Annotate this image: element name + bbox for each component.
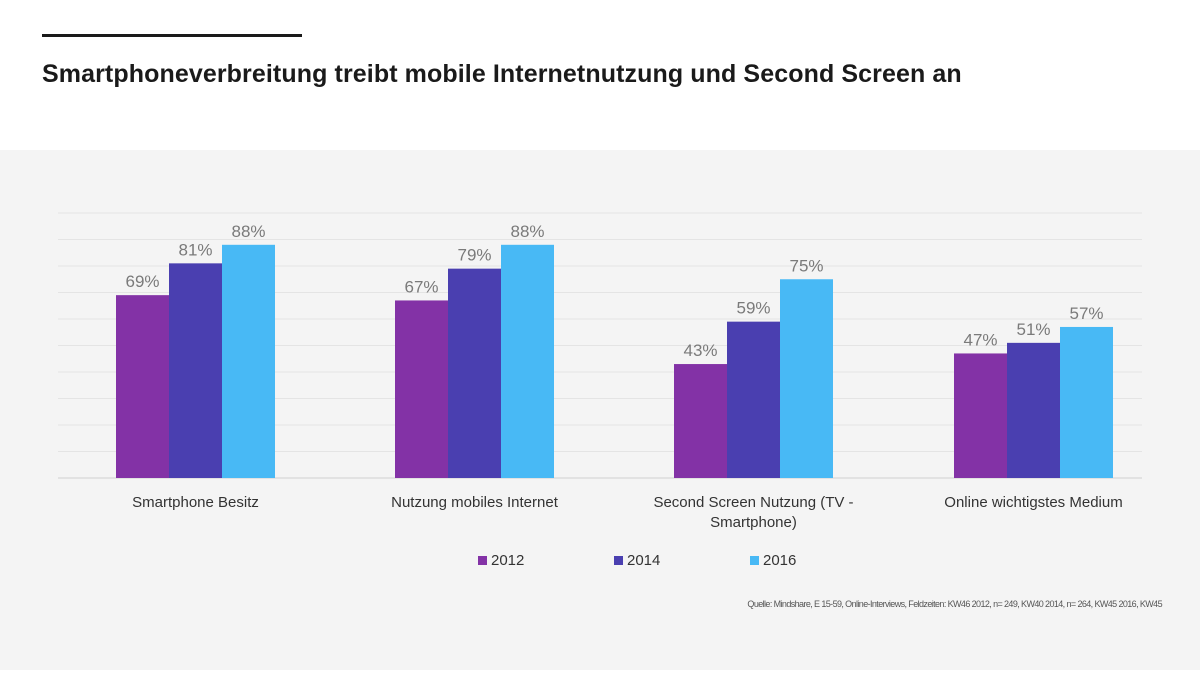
data-label-2016-1: 88% xyxy=(231,222,265,241)
data-label-2012-3: 43% xyxy=(683,341,717,360)
legend-swatch-2012 xyxy=(478,556,487,565)
bar-2014-2 xyxy=(448,268,501,478)
legend-swatch-2014 xyxy=(614,556,623,565)
source-note: Quelle: Mindshare, E 15-59, Online-Inter… xyxy=(747,599,1162,609)
data-label-2012-2: 67% xyxy=(404,277,438,296)
data-label-2014-1: 81% xyxy=(178,240,212,259)
bar-2012-1 xyxy=(116,295,169,478)
bar-chart: 69% 81% 88% Smartphone Besitz 67% 79% 88% Nutzu… xyxy=(58,212,1142,531)
legend-item-2016: 2016 xyxy=(750,552,796,569)
bar-2012-2 xyxy=(395,300,448,478)
bar-2016-2 xyxy=(501,244,554,478)
chart-panel: 69% 81% 88% Smartphone Besitz 67% 79% 88% Nutzu… xyxy=(0,150,1200,670)
category-label-4: Online wichtigstes Medium xyxy=(944,494,1122,511)
category-label-2: Nutzung mobiles Internet xyxy=(391,494,559,511)
data-label-2016-2: 88% xyxy=(510,222,544,241)
bar-2016-1 xyxy=(222,244,275,478)
page-title: Smartphoneverbreitung treibt mobile Inte… xyxy=(42,60,962,88)
bar-2014-4 xyxy=(1007,342,1060,478)
legend-label-2016: 2016 xyxy=(763,552,797,569)
category-label-3: Second Screen Nutzung (TV - xyxy=(653,494,853,511)
legend-swatch-2016 xyxy=(750,556,759,565)
category-label-3: Smartphone) xyxy=(710,514,797,531)
legend-item-2012: 2012 xyxy=(478,552,524,569)
bar-2014-1 xyxy=(169,263,222,478)
data-label-2014-4: 51% xyxy=(1016,320,1050,339)
bar-2016-3 xyxy=(780,279,833,478)
legend-label-2014: 2014 xyxy=(627,552,661,569)
bar-2012-3 xyxy=(674,364,727,478)
legend-item-2014: 2014 xyxy=(614,552,660,569)
bar-2016-4 xyxy=(1060,326,1113,478)
category-label-1: Smartphone Besitz xyxy=(132,494,259,511)
data-label-2012-4: 47% xyxy=(963,330,997,349)
data-label-2012-1: 69% xyxy=(125,272,159,291)
bar-2012-4 xyxy=(954,353,1007,478)
bar-2014-3 xyxy=(727,321,780,478)
data-label-2014-2: 79% xyxy=(457,246,491,265)
title-rule xyxy=(42,34,302,37)
data-label-2016-4: 57% xyxy=(1069,304,1103,323)
data-label-2014-3: 59% xyxy=(736,299,770,318)
legend: 2012 2014 2016 xyxy=(0,552,1200,574)
legend-label-2012: 2012 xyxy=(491,552,525,569)
data-label-2016-3: 75% xyxy=(789,256,823,275)
